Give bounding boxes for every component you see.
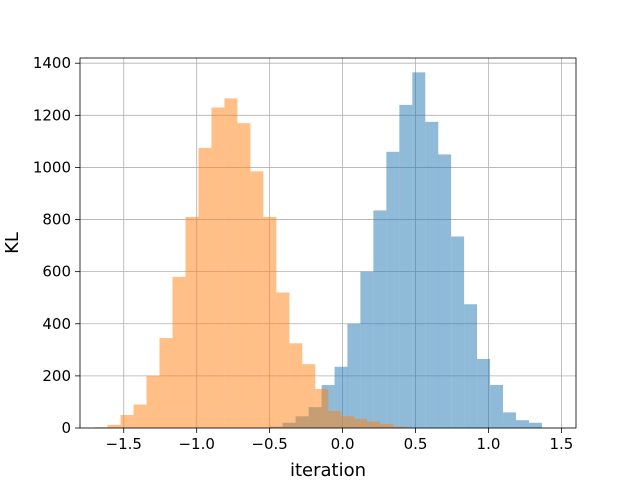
histogram-bar-series-1 bbox=[276, 292, 290, 428]
x-tick-label: 1.5 bbox=[549, 435, 573, 453]
histogram-bar-series-0 bbox=[516, 420, 530, 428]
histogram-bar-series-0 bbox=[399, 104, 413, 429]
y-tick-label: 200 bbox=[42, 367, 71, 385]
y-axis-ticks: 0 200 400 600 800 1000 1200 1400 bbox=[33, 54, 80, 437]
x-axis-ticks: −1.5 −1.0 −0.5 0.0 0.5 1.0 1.5 bbox=[106, 428, 573, 453]
histogram-bar-series-1 bbox=[341, 416, 355, 428]
histogram-bar-series-0 bbox=[412, 72, 426, 428]
y-tick-label: 1200 bbox=[33, 106, 71, 124]
histogram-bar-series-1 bbox=[354, 418, 368, 428]
histogram-bar-series-0 bbox=[386, 151, 400, 429]
axes bbox=[79, 57, 577, 429]
x-tick-label: −0.5 bbox=[251, 435, 287, 453]
histogram-bar-series-0 bbox=[503, 412, 517, 428]
histogram-bar-series-0 bbox=[360, 271, 374, 428]
histogram-bar-series-1 bbox=[237, 123, 251, 429]
histogram-bar-series-1 bbox=[198, 147, 212, 429]
y-tick-label: 400 bbox=[42, 315, 71, 333]
y-tick-label: 1000 bbox=[33, 158, 71, 176]
histogram-bar-series-1 bbox=[289, 343, 303, 428]
x-tick-label: −1.0 bbox=[178, 435, 214, 453]
y-tick-label: 0 bbox=[61, 419, 71, 437]
histogram-bar-series-1 bbox=[172, 276, 186, 428]
histogram-bar-series-0 bbox=[425, 121, 439, 429]
histogram-bar-series-1 bbox=[159, 338, 173, 428]
histogram-bar-series-0 bbox=[490, 385, 504, 428]
y-tick-label: 800 bbox=[42, 211, 71, 229]
histogram-bar-series-1 bbox=[315, 388, 329, 428]
y-tick-label: 1400 bbox=[33, 54, 71, 72]
histogram-bar-series-1 bbox=[380, 424, 394, 428]
histogram-bar-series-0 bbox=[464, 304, 478, 428]
histogram-bar-series-0 bbox=[373, 210, 387, 428]
histogram-bar-series-0 bbox=[451, 236, 465, 428]
histogram-bar-series-1 bbox=[211, 107, 225, 428]
plot-frame bbox=[79, 57, 577, 429]
x-tick-label: 0.0 bbox=[331, 435, 355, 453]
x-axis-label: iteration bbox=[290, 460, 366, 480]
histogram-bar-series-1 bbox=[146, 375, 160, 428]
histogram-bar-series-1 bbox=[120, 414, 134, 428]
x-tick-label: 0.5 bbox=[404, 435, 428, 453]
histogram-bar-series-0 bbox=[347, 323, 361, 428]
histogram-bars bbox=[94, 72, 542, 429]
histogram-bar-series-1 bbox=[133, 404, 147, 428]
histogram-bar-series-1 bbox=[107, 424, 121, 428]
y-axis-label: KL bbox=[2, 232, 23, 254]
histogram-bar-series-1 bbox=[263, 216, 277, 428]
y-tick-label: 600 bbox=[42, 263, 71, 281]
histogram-bar-series-1 bbox=[250, 171, 264, 428]
histogram-bar-series-1 bbox=[328, 411, 342, 428]
histogram-bar-series-0 bbox=[477, 358, 491, 428]
histogram-bar-series-0 bbox=[529, 422, 542, 428]
histogram-bar-series-1 bbox=[367, 421, 381, 428]
grid-lines bbox=[80, 58, 576, 429]
histogram-bar-series-1 bbox=[302, 364, 316, 428]
histogram-bar-series-0 bbox=[438, 154, 452, 428]
x-tick-label: 1.0 bbox=[477, 435, 501, 453]
histogram-bar-series-1 bbox=[224, 98, 238, 428]
histogram-bar-series-1 bbox=[393, 426, 407, 428]
histogram-bar-series-1 bbox=[185, 216, 199, 428]
x-tick-label: −1.5 bbox=[106, 435, 142, 453]
